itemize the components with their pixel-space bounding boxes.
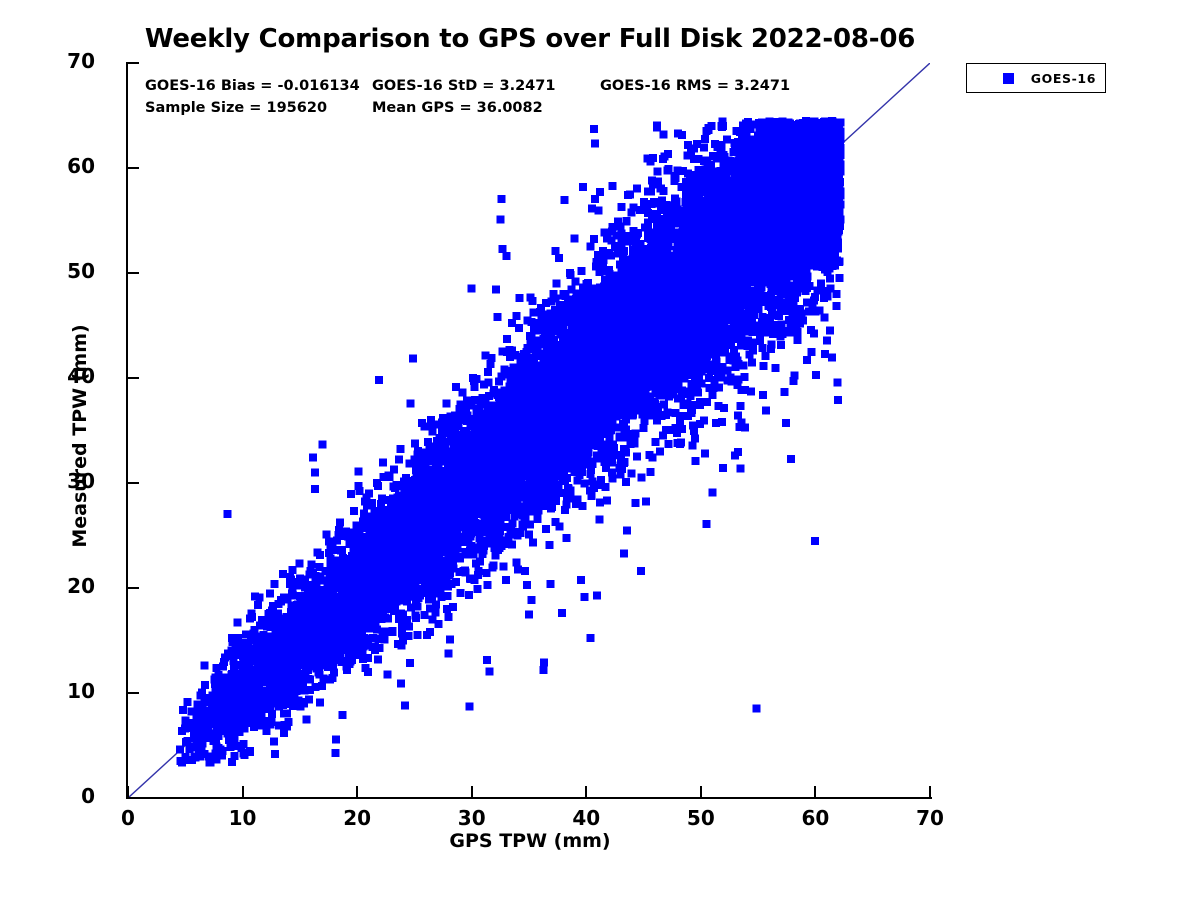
x-tick-label-20: 20 <box>343 806 372 830</box>
y-tick-label-0: 0 <box>81 784 95 808</box>
y-tick-label-60: 60 <box>67 154 95 178</box>
stat-rms: GOES-16 RMS = 3.2471 <box>600 78 791 94</box>
x-axis-title: GPS TPW (mm) <box>449 830 611 852</box>
y-tick-label-50: 50 <box>67 259 95 283</box>
x-tick-label-10: 10 <box>228 806 257 830</box>
y-tick-60 <box>128 167 139 169</box>
stat-std: GOES-16 StD = 3.2471 <box>372 78 556 94</box>
y-tick-label-40: 40 <box>67 364 95 388</box>
stat-mean-gps: Mean GPS = 36.0082 <box>372 100 543 116</box>
y-tick-label-70: 70 <box>67 49 95 73</box>
stat-bias: GOES-16 Bias = -0.016134 <box>145 78 360 94</box>
x-axis-line <box>126 797 932 799</box>
legend-label-goes16: GOES-16 <box>1030 71 1096 86</box>
scatter-plot-canvas <box>128 63 930 798</box>
page-title: Weekly Comparison to GPS over Full Disk … <box>144 24 916 54</box>
y-tick-40 <box>128 377 139 379</box>
x-tick-label-40: 40 <box>572 806 601 830</box>
x-tick-label-50: 50 <box>686 806 715 830</box>
y-tick-label-30: 30 <box>67 469 95 493</box>
stat-sample-size: Sample Size = 195620 <box>145 100 328 116</box>
x-tick-30 <box>470 786 473 797</box>
x-tick-40 <box>585 786 588 797</box>
y-tick-label-10: 10 <box>67 679 95 703</box>
x-tick-label-30: 30 <box>457 806 486 830</box>
y-tick-label-20: 20 <box>67 574 95 598</box>
x-tick-10 <box>241 786 244 797</box>
y-tick-0 <box>128 797 139 799</box>
legend-marker-goes16 <box>1003 73 1014 84</box>
scatter-points-group <box>175 116 845 767</box>
x-tick-20 <box>356 786 359 797</box>
x-tick-label-60: 60 <box>801 806 830 830</box>
y-tick-70 <box>128 62 139 64</box>
x-tick-70 <box>929 786 931 797</box>
x-tick-50 <box>699 786 702 797</box>
x-tick-0 <box>127 786 129 797</box>
y-tick-50 <box>128 272 139 274</box>
x-tick-label-0: 0 <box>121 806 135 830</box>
x-tick-60 <box>814 786 817 797</box>
y-tick-10 <box>128 692 139 694</box>
y-axis-line <box>126 62 128 799</box>
y-tick-30 <box>128 482 139 484</box>
y-tick-20 <box>128 587 139 589</box>
legend-box: GOES-16 <box>966 63 1106 93</box>
y-axis-title: Measured TPW (mm) <box>69 324 91 548</box>
plot-area <box>128 63 930 798</box>
scatter-series-goes16 <box>175 116 845 767</box>
x-tick-label-70: 70 <box>916 806 944 830</box>
